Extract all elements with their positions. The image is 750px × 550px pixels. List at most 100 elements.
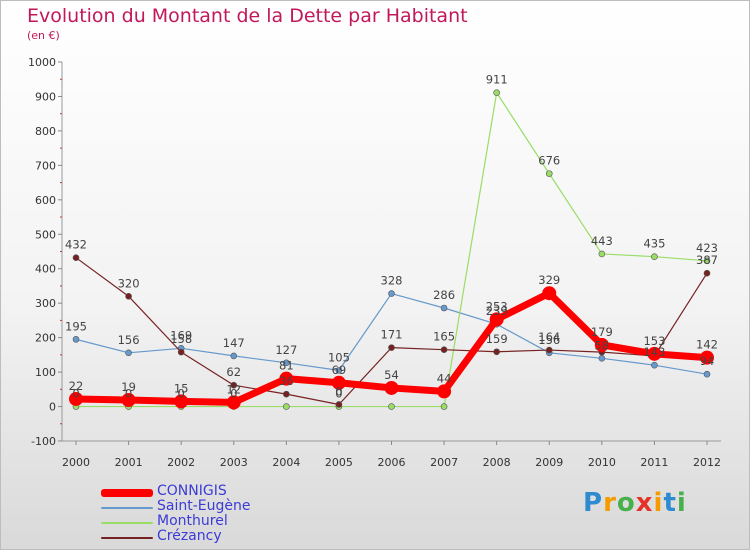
data-point-1 (598, 355, 606, 362)
data-label: 169 (170, 328, 192, 342)
logo-letter: o (616, 488, 636, 518)
data-label: 239 (486, 304, 508, 318)
data-label: 0 (125, 387, 132, 401)
x-tick-label: 2000 (62, 456, 90, 469)
data-label: 159 (486, 332, 508, 346)
data-label: 54 (384, 368, 399, 382)
data-point-2 (283, 403, 290, 410)
data-point-0 (384, 380, 399, 395)
y-tick-label: 100 (35, 366, 56, 379)
x-tick-label: 2006 (378, 456, 406, 469)
legend-swatch (101, 489, 153, 497)
y-tick-label: 300 (35, 297, 56, 310)
legend-swatch (101, 537, 153, 539)
chart-unit: (en €) (27, 29, 60, 42)
data-point-1 (283, 359, 290, 367)
data-point-0 (437, 384, 452, 399)
x-tick-label: 2004 (272, 456, 300, 469)
data-point-1 (335, 367, 343, 374)
data-point-2 (440, 403, 448, 410)
x-tick-label: 2003 (220, 456, 248, 469)
x-tick-label: 2005 (325, 456, 353, 469)
data-point-0 (279, 371, 294, 386)
logo-letter: r (603, 488, 617, 518)
data-label: 156 (118, 333, 140, 347)
data-point-1 (230, 352, 238, 360)
data-label: 179 (591, 325, 613, 339)
data-label: 58 (595, 338, 610, 352)
data-label: 19 (121, 380, 136, 394)
logo-letter: x (635, 488, 654, 518)
data-label: 12 (226, 382, 241, 396)
chart-title: Evolution du Montant de la Dette par Hab… (27, 5, 468, 27)
x-tick-label: 2002 (167, 456, 195, 469)
logo-letter: i (676, 488, 687, 518)
logo-letter: t (663, 488, 677, 518)
data-label: 22 (69, 379, 84, 393)
proxiti-logo: Proxiti (583, 488, 687, 518)
data-label: 156 (538, 333, 560, 347)
data-point-0 (121, 392, 136, 407)
data-point-3 (283, 390, 290, 398)
y-tick-label: 1000 (28, 56, 56, 69)
data-label: 328 (381, 274, 403, 288)
data-label: 153 (643, 334, 665, 348)
x-tick-label: 2007 (430, 456, 458, 469)
x-tick-label: 2008 (483, 456, 511, 469)
y-tick-label: 200 (35, 332, 56, 345)
data-point-3 (388, 344, 395, 351)
data-point-0 (594, 337, 609, 352)
data-point-3 (335, 401, 343, 408)
data-label: 105 (328, 350, 350, 364)
data-point-3 (125, 292, 132, 300)
data-point-3 (72, 254, 80, 262)
data-point-2 (703, 257, 711, 265)
data-point-1 (125, 349, 132, 357)
data-label: 81 (279, 359, 294, 373)
data-point-2 (388, 403, 395, 410)
y-tick-label: 0 (49, 401, 56, 414)
data-point-1 (72, 336, 80, 343)
data-label: 387 (696, 253, 718, 267)
data-label: 195 (65, 319, 87, 333)
data-label: 44 (437, 371, 452, 385)
y-tick-label: 500 (35, 228, 56, 241)
x-tick-label: 2012 (693, 456, 721, 469)
logo-letter: P (583, 488, 604, 518)
data-point-0 (226, 395, 241, 410)
data-label: 171 (381, 328, 403, 342)
y-tick-label: 700 (35, 159, 56, 172)
data-label: 443 (591, 234, 613, 248)
data-label: 0 (178, 387, 185, 401)
data-label: 69 (332, 363, 347, 377)
y-tick-label: 800 (35, 125, 56, 138)
legend-label: Monthurel (157, 513, 228, 529)
data-label: 286 (433, 288, 455, 302)
y-tick-label: 900 (35, 90, 56, 103)
data-point-3 (703, 269, 711, 277)
data-label: 165 (433, 330, 455, 344)
data-label: 329 (538, 273, 560, 287)
data-point-2 (598, 250, 606, 258)
data-label: 435 (643, 237, 665, 251)
data-label: 0 (335, 384, 342, 398)
data-point-0 (174, 394, 189, 409)
legend-swatch (101, 507, 153, 509)
data-point-3 (545, 346, 553, 354)
data-point-2 (545, 170, 553, 177)
data-label: 423 (696, 241, 718, 255)
data-point-0 (542, 286, 557, 301)
y-tick-label: 600 (35, 194, 56, 207)
data-point-1 (703, 370, 711, 378)
data-point-3 (177, 348, 185, 356)
data-point-1 (388, 290, 395, 297)
data-label: 164 (538, 330, 560, 344)
data-label: 0 (72, 387, 79, 401)
data-label: 15 (174, 381, 189, 395)
legend-label: Saint-Eugène (157, 498, 251, 514)
y-tick-label: 400 (35, 263, 56, 276)
data-point-0 (331, 375, 346, 390)
logo-letter: i (653, 488, 664, 518)
data-label: 142 (696, 338, 718, 352)
